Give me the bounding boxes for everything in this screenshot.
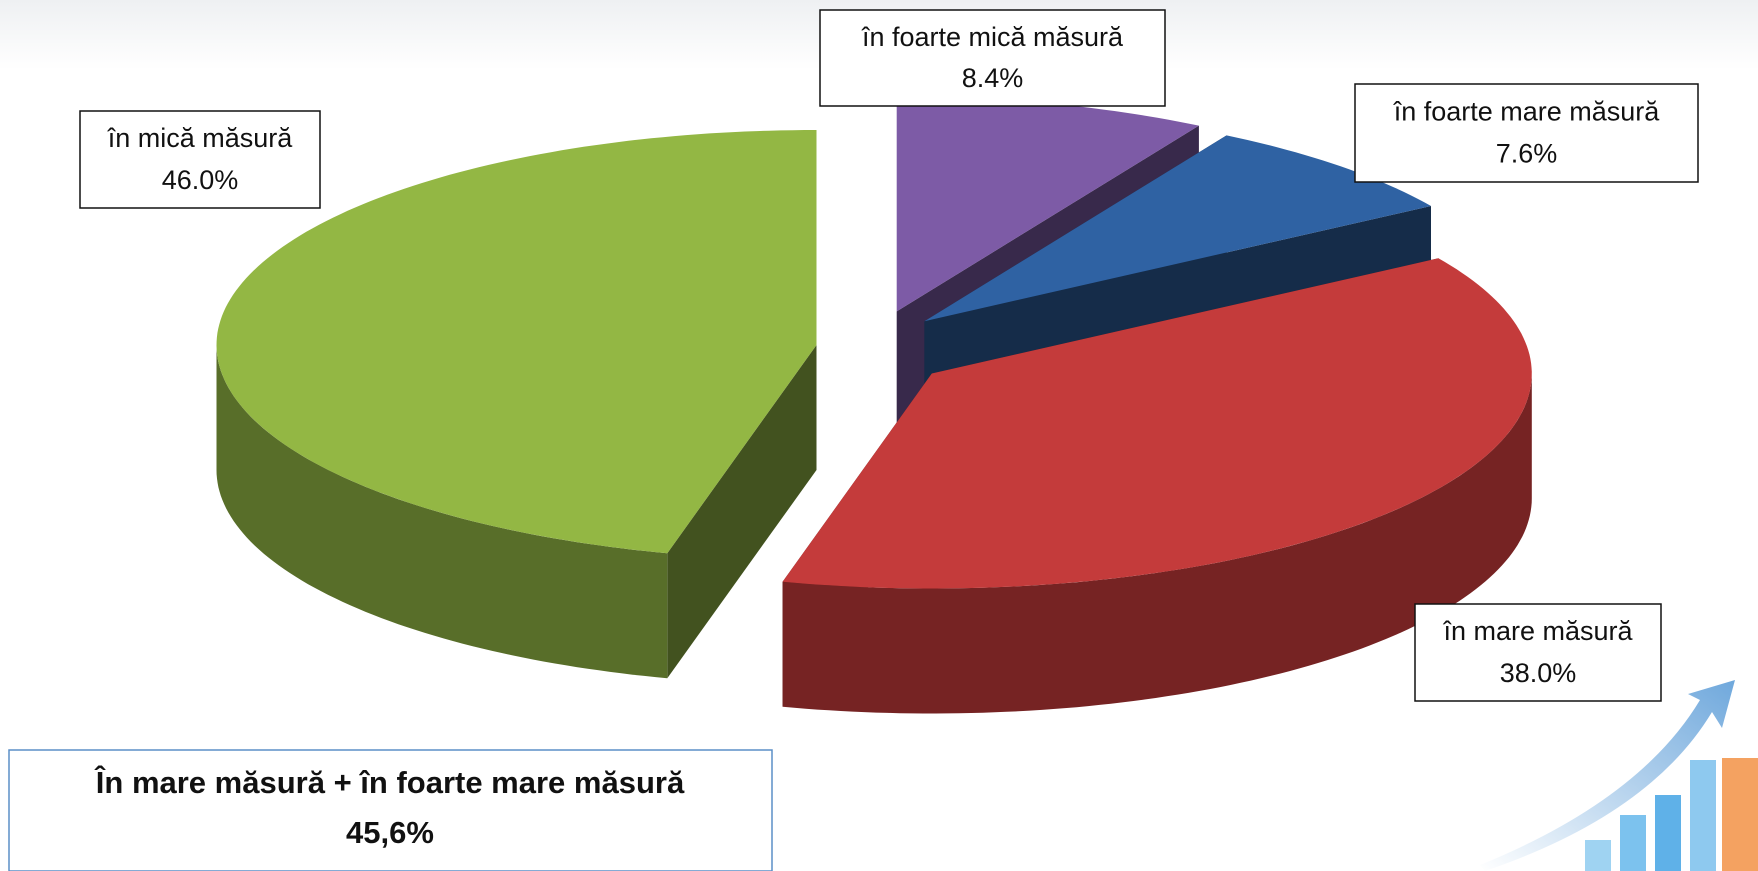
decoration — [1480, 680, 1758, 871]
slice — [782, 258, 1532, 589]
label-box — [1414, 603, 1662, 702]
deco-arrow — [1480, 680, 1735, 871]
label-box — [1354, 83, 1699, 183]
label-name: în foarte mică măsură — [861, 22, 1124, 52]
deco-bar — [1620, 815, 1646, 871]
pie — [216, 96, 1532, 714]
slice-side — [782, 373, 1532, 714]
slice — [924, 135, 1431, 322]
annotation-text: 45,6% — [346, 815, 434, 850]
labels: în foarte mică măsură 8.4% în foarte mare … — [79, 9, 1699, 702]
annotation-box — [8, 749, 773, 871]
deco-bar — [1585, 840, 1611, 871]
slice-side — [216, 345, 668, 679]
label-box — [819, 9, 1166, 107]
deco-bar — [1655, 795, 1681, 871]
label-name: în mare măsură — [1442, 616, 1633, 646]
deco-bar — [1690, 760, 1716, 871]
label-value: 8.4% — [962, 63, 1024, 93]
label-name: în foarte mare măsură — [1393, 97, 1661, 127]
label-value: 46.0% — [162, 165, 239, 195]
slice-cut-face — [667, 345, 817, 679]
slice — [216, 130, 817, 554]
label-box — [79, 110, 321, 209]
deco-bar — [1722, 758, 1758, 871]
slice — [896, 96, 1199, 312]
annotation-title: În mare măsură + în foarte mare măsură — [94, 764, 685, 800]
label-value: 7.6% — [1496, 139, 1558, 169]
label-value: 38.0% — [1500, 658, 1577, 688]
label-name: în mică măsură — [107, 123, 294, 153]
